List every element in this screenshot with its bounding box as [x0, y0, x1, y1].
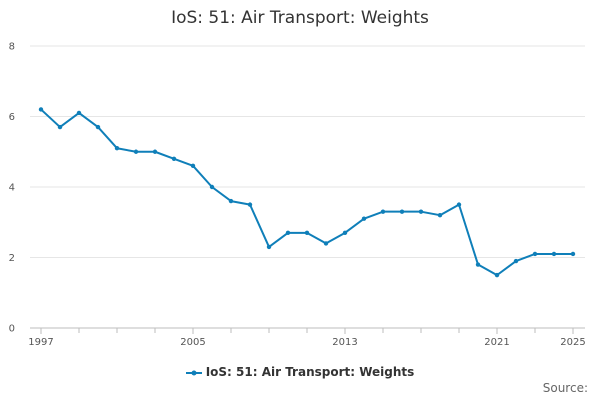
data-point — [475, 262, 481, 267]
data-point — [95, 124, 101, 130]
y-tick-label: 6 — [9, 112, 15, 123]
data-point — [323, 241, 329, 246]
data-point — [190, 163, 196, 169]
tick-labels: 0 2 4 6 8 1997 2005 2013 2021 2025 — [9, 42, 586, 349]
legend[interactable]: IoS: 51: Air Transport: Weights — [0, 365, 600, 379]
y-tick-label: 4 — [9, 183, 15, 194]
data-point — [76, 110, 82, 116]
data-point — [114, 146, 120, 151]
y-tick-label: 8 — [9, 42, 15, 53]
legend-swatch-icon — [185, 370, 202, 375]
data-point — [437, 213, 443, 218]
x-tick-label: 2021 — [484, 337, 509, 348]
series-layer — [38, 107, 576, 278]
data-point — [456, 202, 462, 207]
x-tick-label: 2013 — [332, 337, 357, 348]
data-point — [152, 149, 158, 154]
data-point — [570, 251, 576, 257]
data-point — [513, 258, 519, 264]
data-point — [551, 251, 557, 257]
data-point — [361, 216, 367, 221]
data-point — [133, 149, 139, 154]
x-axis — [30, 327, 585, 334]
data-point — [342, 230, 348, 236]
data-point — [247, 202, 253, 207]
data-point — [38, 107, 44, 112]
data-point — [171, 156, 177, 161]
data-point — [285, 230, 291, 236]
data-point — [494, 272, 500, 278]
data-point — [304, 230, 310, 236]
series-line — [40, 108, 573, 277]
legend-label: IoS: 51: Air Transport: Weights — [205, 365, 415, 379]
data-point — [266, 244, 272, 250]
data-point — [532, 251, 538, 257]
data-point — [418, 209, 424, 214]
y-tick-label: 2 — [9, 253, 15, 264]
data-point — [228, 198, 234, 204]
y-tick-label: 0 — [9, 324, 15, 335]
x-tick-label: 1997 — [28, 337, 53, 348]
data-point — [57, 124, 63, 130]
source-label: Source: — [542, 381, 588, 395]
x-tick-label: 2025 — [560, 337, 585, 348]
chart-title: IoS: 51: Air Transport: Weights — [171, 8, 429, 28]
data-point — [380, 209, 386, 214]
x-tick-label: 2005 — [180, 337, 205, 348]
data-point — [399, 209, 405, 214]
data-point — [209, 184, 215, 190]
grid-lines — [30, 45, 585, 329]
